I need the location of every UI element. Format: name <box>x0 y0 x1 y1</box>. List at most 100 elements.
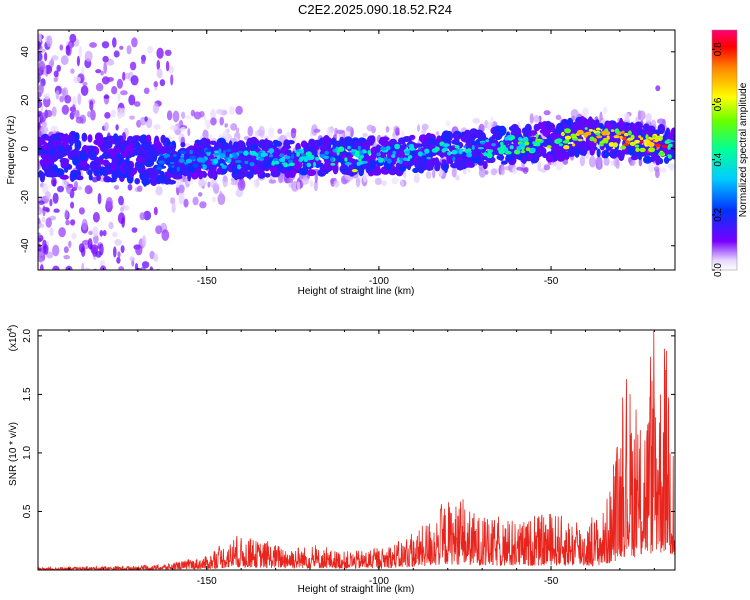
spectrogram-core-blob <box>491 143 496 147</box>
spectrogram-core-blob <box>268 154 274 158</box>
spectrogram-core-blob <box>159 153 164 157</box>
spectrogram-band-blob <box>113 144 121 156</box>
spectrogram-core-blob <box>218 148 222 154</box>
spectrogram-band-blob <box>414 155 419 164</box>
spectrogram-core-blob <box>376 152 381 157</box>
colorbar-tick-label: 0.2 <box>713 207 724 221</box>
spectrogram-noise-blob <box>41 125 49 134</box>
spectrogram-core-blob <box>260 152 266 158</box>
spectrogram-noise-blob <box>92 212 100 223</box>
y-tick-label: -20 <box>20 190 31 205</box>
spectrogram-band-blob <box>50 146 56 156</box>
spectrogram-noise-blob <box>64 209 69 219</box>
spectrogram-noise-blob <box>254 130 260 138</box>
spectrogram-band-blob <box>399 165 407 173</box>
spectrogram-band-blob <box>380 152 387 157</box>
spectrogram-noise-blob <box>543 110 551 116</box>
y-tick-label: 40 <box>20 46 31 58</box>
spectrogram-band-blob <box>637 151 643 161</box>
spectrogram-noise-blob <box>51 55 59 61</box>
spectrogram-core-blob <box>649 137 655 140</box>
spectrogram-noise-blob <box>38 60 45 71</box>
spectrogram-noise-blob <box>42 206 50 212</box>
spectrogram-noise-blob <box>415 172 420 177</box>
spectrogram-band-blob <box>207 169 216 179</box>
spectrogram-noise-blob <box>141 54 146 63</box>
spectrogram-band-blob <box>38 170 43 176</box>
spectrogram-core-blob <box>216 155 221 160</box>
spectrogram-core-blob <box>347 145 351 150</box>
spectrogram-core-blob <box>601 139 606 144</box>
spectrogram-core-blob <box>357 145 361 151</box>
spectrogram-core-blob <box>268 148 275 154</box>
spectrogram-core-blob <box>535 141 541 147</box>
y-tick-label: 1.0 <box>22 446 33 460</box>
spectrogram-noise-blob <box>58 227 66 238</box>
spectrogram-core-blob <box>288 159 293 164</box>
spectrogram-band-blob <box>153 139 160 145</box>
spectrogram-band-blob <box>306 169 317 177</box>
spectrogram-core-blob <box>407 155 413 159</box>
spectrogram-core-blob <box>185 158 193 164</box>
spectrogram-core-blob <box>525 147 531 152</box>
x-tick-label: -50 <box>544 576 559 587</box>
spectrogram-noise-blob <box>95 69 102 74</box>
spectrogram-core-blob <box>249 162 255 167</box>
spectrogram-band-blob <box>52 172 59 178</box>
spectrogram-noise-blob <box>152 102 159 114</box>
spectrogram-noise-blob <box>203 115 207 121</box>
spectrogram-core-blob <box>610 129 615 132</box>
spectrogram-core-blob <box>647 141 655 148</box>
spectrogram-band-blob <box>198 170 204 180</box>
spectrogram-band-blob <box>643 155 652 164</box>
spectrogram-band-blob <box>125 155 130 165</box>
spectrogram-x-axis-label: Height of straight line (km) <box>298 286 415 297</box>
spectrogram-noise-blob <box>645 113 652 123</box>
spectrogram-core-blob <box>330 162 336 166</box>
spectrogram-noise-blob <box>108 221 114 230</box>
spectrogram-core-blob <box>546 145 552 149</box>
spectrogram-noise-blob <box>156 68 163 79</box>
spectrogram-noise-blob <box>588 156 597 168</box>
spectrogram-noise-blob <box>116 257 121 264</box>
spectrogram-band-blob <box>370 147 376 153</box>
spectrogram-noise-blob <box>161 229 170 241</box>
spectrogram-band-blob <box>69 137 74 147</box>
spectrogram-noise-blob <box>183 198 189 208</box>
spectrogram-noise-blob <box>204 119 211 127</box>
spectrogram-band-blob <box>59 174 69 180</box>
spectrogram-core-blob <box>635 147 640 152</box>
spectrogram-band-blob <box>273 140 283 147</box>
spectrogram-core-blob <box>451 149 458 155</box>
spectrogram-noise-blob <box>116 111 121 117</box>
spectrogram-noise-blob <box>235 127 240 133</box>
spectrogram-noise-blob <box>198 192 203 197</box>
spectrogram-noise-blob <box>82 81 88 86</box>
spectrogram-noise-blob <box>65 265 73 270</box>
spectrogram-band-blob <box>233 141 239 149</box>
spectrogram-noise-blob <box>107 77 114 82</box>
spectrogram-core-blob <box>224 156 228 162</box>
spectrogram-core-blob <box>189 149 193 155</box>
spectrogram-noise-blob <box>43 93 50 100</box>
spectrogram-noise-blob <box>533 115 540 123</box>
colorbar-tick-label: 0.4 <box>713 152 724 166</box>
spectrogram-band-blob <box>589 120 597 127</box>
spectrogram-noise-blob <box>363 172 367 183</box>
spectrogram-band-blob <box>239 158 250 169</box>
spectrogram-noise-blob <box>313 180 318 192</box>
spectrogram-band-blob <box>163 146 172 154</box>
spectrogram-band-blob <box>556 152 566 162</box>
spectrogram-band-blob <box>603 149 610 159</box>
colorbar-gradient <box>711 29 738 271</box>
spectrogram-band-blob <box>288 168 296 178</box>
spectrogram-noise-blob <box>199 111 205 118</box>
spectrogram-noise-blob <box>164 49 172 56</box>
spectrogram-noise-blob <box>436 131 440 136</box>
spectrogram-band-blob <box>75 175 84 181</box>
spectrogram-band-blob <box>321 136 330 147</box>
spectrogram-band-blob <box>302 161 307 170</box>
spectrogram-noise-blob <box>131 37 138 48</box>
spectrogram-noise-blob <box>381 180 387 187</box>
spectrogram-noise-blob <box>268 179 277 184</box>
